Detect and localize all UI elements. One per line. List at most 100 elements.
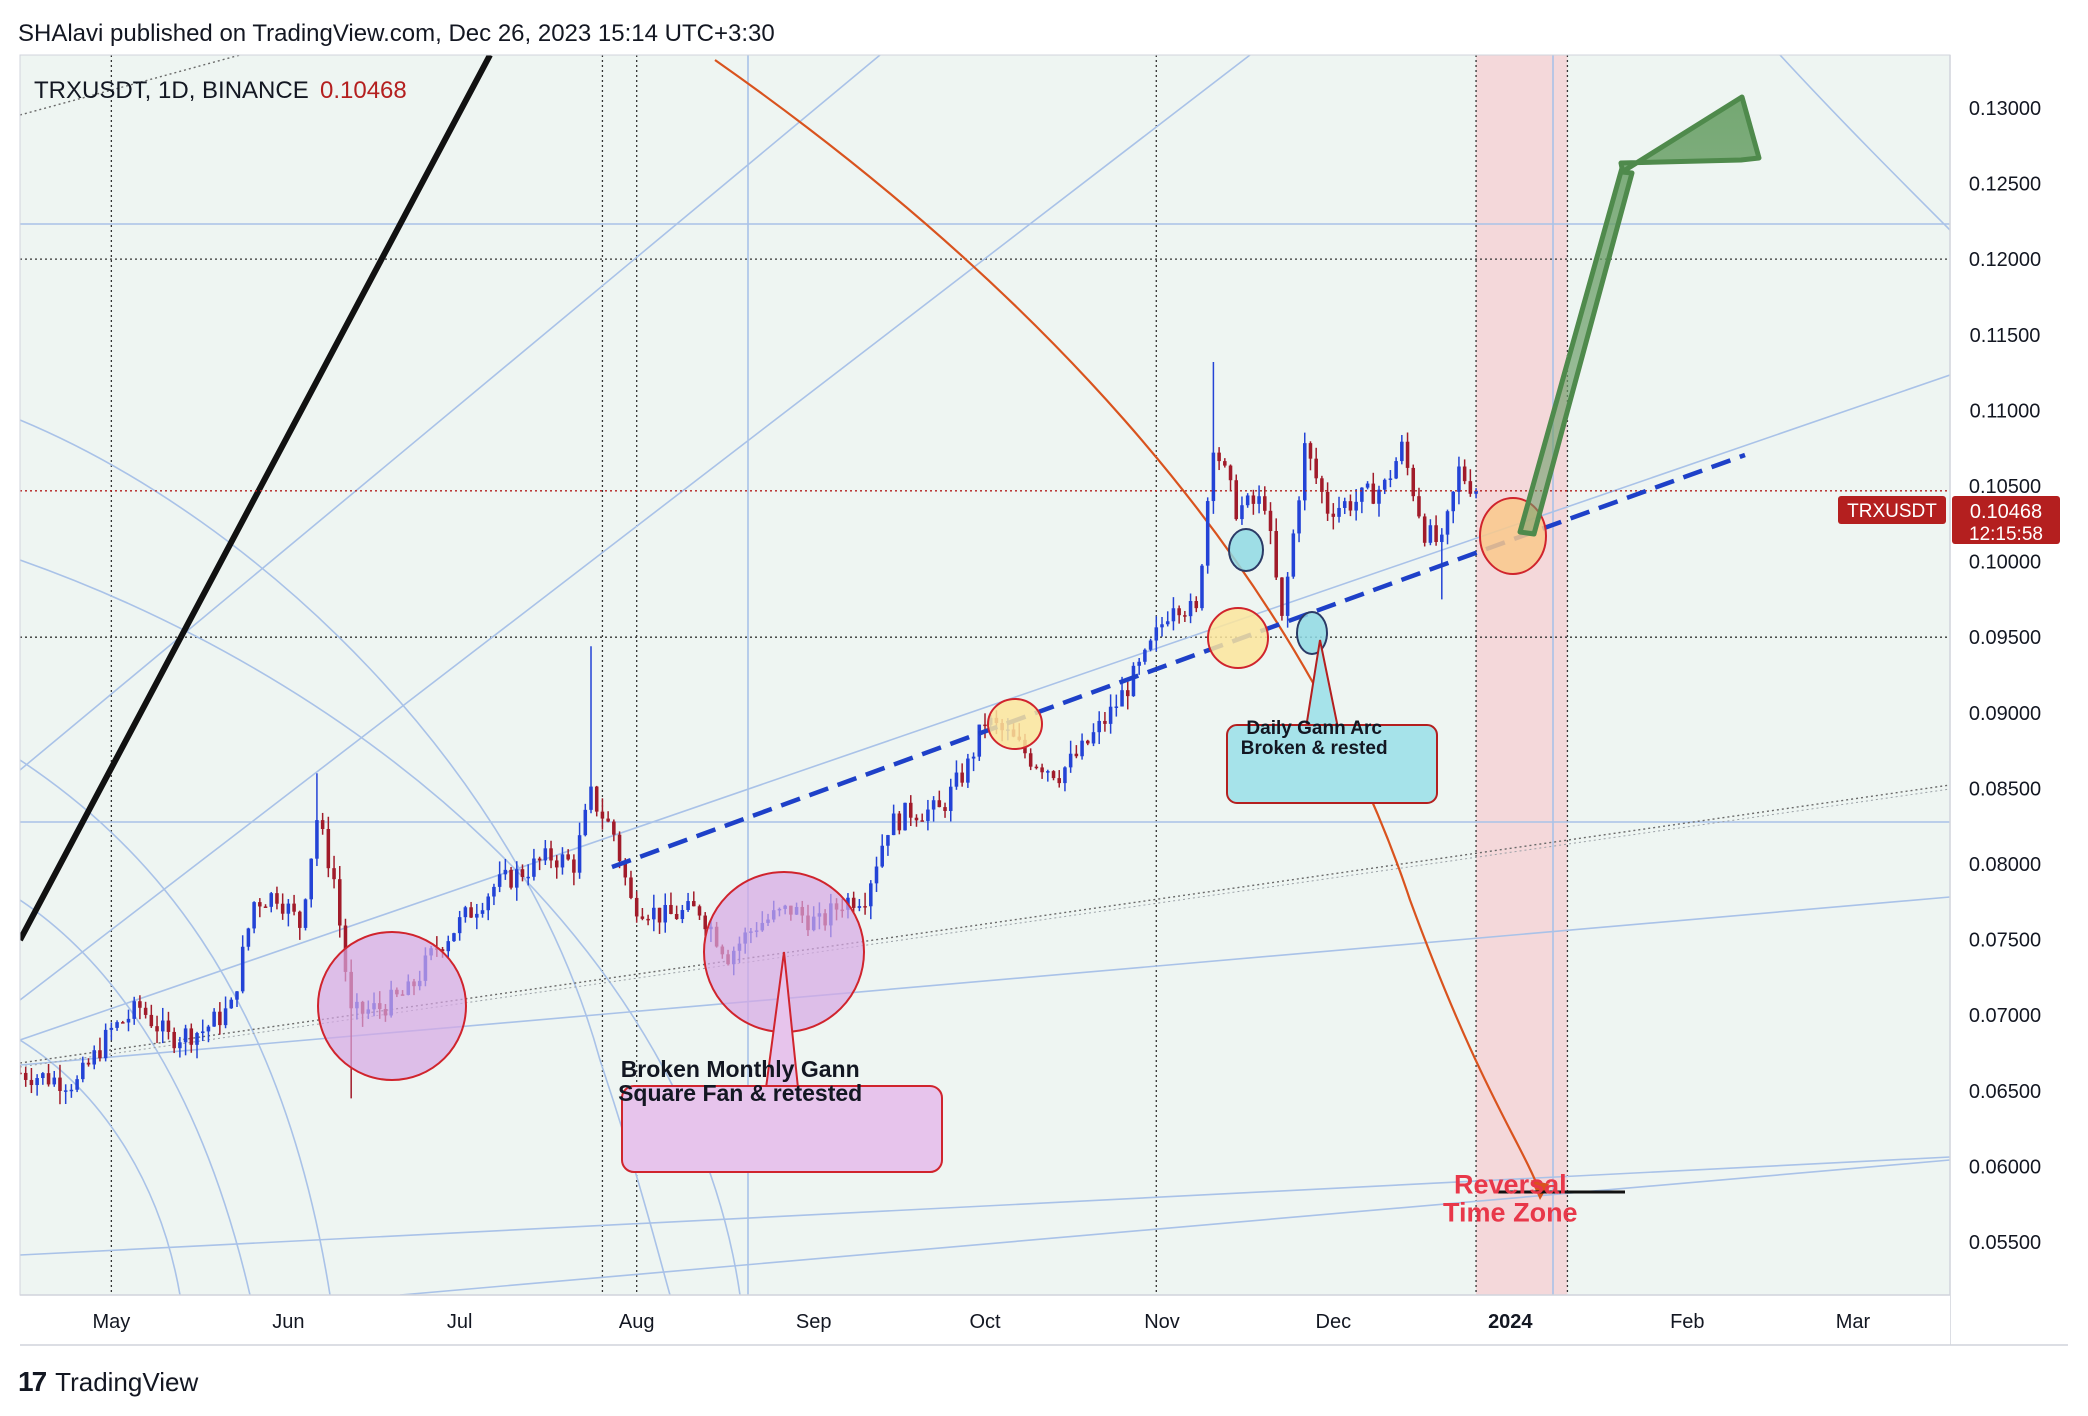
candle-body (1251, 495, 1256, 504)
time-tick-label: Jul (447, 1311, 473, 1333)
candle-body (1091, 732, 1096, 744)
candle-body (223, 1008, 228, 1026)
candle-body (58, 1077, 62, 1092)
candle-body (1337, 507, 1341, 517)
candle-body (1046, 771, 1050, 773)
candle-body (977, 724, 982, 757)
candle-body (63, 1090, 68, 1092)
candle-body (1200, 565, 1204, 609)
candle-body (1205, 501, 1210, 566)
candle-body (674, 913, 679, 920)
candle-body (1034, 766, 1039, 769)
time-tick-label: Mar (1836, 1311, 1871, 1333)
candle-body (132, 1001, 136, 1019)
candle-body (480, 910, 485, 914)
highlight-circle-pink-1 (317, 931, 467, 1081)
candle-body (617, 834, 622, 862)
candle-body (1171, 608, 1176, 622)
candle-body (20, 1072, 22, 1075)
candle-body (1445, 511, 1450, 535)
price-tick-label: 0.05500 (1969, 1232, 2041, 1254)
candle-body (206, 1026, 211, 1032)
candle-body (1211, 452, 1216, 502)
candle-body (1428, 525, 1433, 543)
candle-body (98, 1050, 102, 1059)
candle-body (126, 1018, 131, 1023)
time-tick-label: Feb (1670, 1311, 1704, 1333)
price-tick-label: 0.09000 (1969, 703, 2041, 725)
candle-body (1148, 640, 1153, 650)
candle-body (75, 1079, 79, 1090)
tradingview-footer[interactable]: 17 TradingView (18, 1366, 198, 1398)
candle-body (1114, 706, 1119, 708)
candle-body (1388, 478, 1393, 480)
candle-body (1063, 767, 1067, 784)
candle-body (52, 1077, 57, 1085)
rising-trendline-dashed (611, 452, 1746, 870)
callout-gann-arc (1226, 724, 1438, 804)
candle-body (686, 901, 690, 911)
gann-arc-2 (20, 759, 331, 1295)
candle-body (337, 879, 342, 926)
annotation-reversal-time-zone-text-line: Time Zone (1443, 1198, 1578, 1228)
gann-arc-6 (1779, 55, 1950, 231)
time-tick-label: Sep (796, 1311, 832, 1333)
candle-body (526, 876, 530, 879)
price-tick-label: 0.06500 (1969, 1081, 2041, 1103)
candle-body (549, 848, 553, 861)
candle-body (1160, 624, 1164, 628)
gann-fan-line-1 (20, 55, 881, 771)
candle-body (560, 854, 565, 868)
candle-body (475, 913, 479, 918)
time-tick-label: Dec (1316, 1311, 1352, 1333)
candle-body (515, 869, 519, 888)
candle-body (954, 772, 959, 787)
candle-body (81, 1062, 85, 1080)
candle-body (1125, 690, 1130, 697)
candle-body (469, 907, 473, 918)
candle-body (446, 941, 451, 952)
candle-body (1348, 501, 1353, 511)
price-tick-label: 0.08500 (1969, 778, 2041, 800)
candle-body (692, 901, 696, 907)
dotted-trendline-top (20, 55, 241, 116)
candle-body (857, 906, 862, 908)
symbol-badge-text: TRXUSDT (1847, 501, 1937, 522)
candle-body (160, 1020, 165, 1032)
candle-body (903, 802, 907, 831)
time-axis (20, 1295, 1950, 1345)
candle-body (594, 786, 599, 812)
candle-body (246, 928, 251, 947)
annotation-gann-square-text-line: Square Fan & retested (618, 1080, 862, 1106)
candle-body (143, 1007, 148, 1015)
plot-background (20, 55, 1950, 1295)
gann-fan-line-6 (399, 1159, 1950, 1295)
candle-body (235, 991, 239, 1000)
symbol-badge (1838, 496, 1946, 524)
candle-body (252, 902, 256, 929)
symbol-legend[interactable]: TRXUSDT, 1D, BINANCE 0.10468 (34, 77, 407, 104)
candle-body (1103, 720, 1107, 724)
candle-body (520, 869, 525, 878)
candle-body (897, 813, 902, 831)
price-tick-label: 0.12500 (1969, 174, 2041, 196)
candle-body (1057, 778, 1062, 784)
candle-body (629, 877, 633, 898)
candle-body (497, 874, 502, 887)
symbol-label: TRXUSDT, 1D, BINANCE (34, 77, 309, 104)
gann-fan-line-5 (20, 374, 1950, 1041)
candle-body (1354, 501, 1358, 511)
candle-body (1154, 627, 1159, 641)
last-price-badge-text: 0.10468 (1970, 501, 2042, 523)
candle-body (863, 906, 867, 908)
price-tick-label: 0.11000 (1970, 400, 2041, 422)
candle-body (1268, 510, 1273, 532)
candle-body (86, 1062, 91, 1065)
candle-body (1051, 771, 1056, 779)
candle-body (1474, 490, 1478, 494)
plot-area: Broken Monthly Gann Square Fan & retested… (20, 55, 1950, 1295)
candle-body (320, 820, 325, 829)
time-tick-label: Nov (1144, 1311, 1180, 1333)
candle-body (554, 860, 559, 868)
